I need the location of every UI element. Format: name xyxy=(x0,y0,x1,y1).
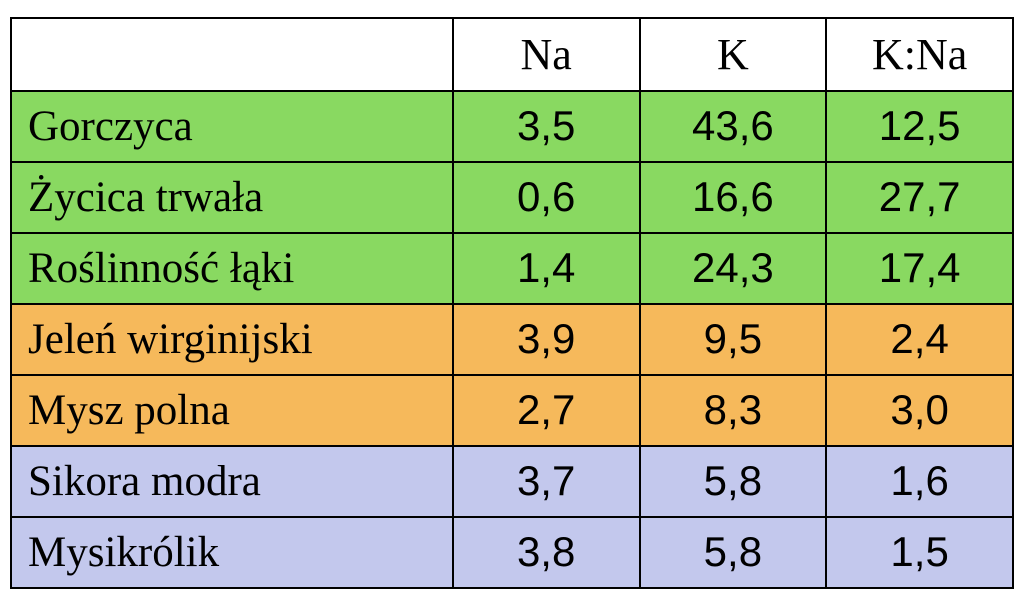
row-na: 3,7 xyxy=(453,446,640,517)
row-label: Mysikrólik xyxy=(11,517,453,588)
row-k: 9,5 xyxy=(640,304,827,375)
row-k: 16,6 xyxy=(640,162,827,233)
table-row: Jeleń wirginijski 3,9 9,5 2,4 xyxy=(11,304,1013,375)
row-label: Sikora modra xyxy=(11,446,453,517)
row-kna: 27,7 xyxy=(826,162,1013,233)
row-na: 3,9 xyxy=(453,304,640,375)
header-na: Na xyxy=(453,18,640,91)
row-k: 24,3 xyxy=(640,233,827,304)
row-k: 8,3 xyxy=(640,375,827,446)
table-row: Sikora modra 3,7 5,8 1,6 xyxy=(11,446,1013,517)
row-na: 3,5 xyxy=(453,91,640,162)
row-na: 0,6 xyxy=(453,162,640,233)
row-na: 2,7 xyxy=(453,375,640,446)
row-kna: 1,5 xyxy=(826,517,1013,588)
table-row: Mysz polna 2,7 8,3 3,0 xyxy=(11,375,1013,446)
row-label: Życica trwała xyxy=(11,162,453,233)
row-label: Gorczyca xyxy=(11,91,453,162)
header-k: K xyxy=(640,18,827,91)
row-kna: 2,4 xyxy=(826,304,1013,375)
row-k: 43,6 xyxy=(640,91,827,162)
row-k: 5,8 xyxy=(640,517,827,588)
row-na: 1,4 xyxy=(453,233,640,304)
row-kna: 17,4 xyxy=(826,233,1013,304)
row-k: 5,8 xyxy=(640,446,827,517)
row-kna: 1,6 xyxy=(826,446,1013,517)
row-na: 3,8 xyxy=(453,517,640,588)
row-label: Mysz polna xyxy=(11,375,453,446)
row-label: Roślinność łąki xyxy=(11,233,453,304)
row-kna: 3,0 xyxy=(826,375,1013,446)
table-container: Na K K:Na Gorczyca 3,5 43,6 12,5 Życica … xyxy=(0,0,1024,605)
row-label: Jeleń wirginijski xyxy=(11,304,453,375)
table-row: Życica trwała 0,6 16,6 27,7 xyxy=(11,162,1013,233)
table-row: Mysikrólik 3,8 5,8 1,5 xyxy=(11,517,1013,588)
table-row: Gorczyca 3,5 43,6 12,5 xyxy=(11,91,1013,162)
header-empty xyxy=(11,18,453,91)
table-header-row: Na K K:Na xyxy=(11,18,1013,91)
header-kna: K:Na xyxy=(826,18,1013,91)
data-table: Na K K:Na Gorczyca 3,5 43,6 12,5 Życica … xyxy=(10,17,1014,589)
table-row: Roślinność łąki 1,4 24,3 17,4 xyxy=(11,233,1013,304)
row-kna: 12,5 xyxy=(826,91,1013,162)
